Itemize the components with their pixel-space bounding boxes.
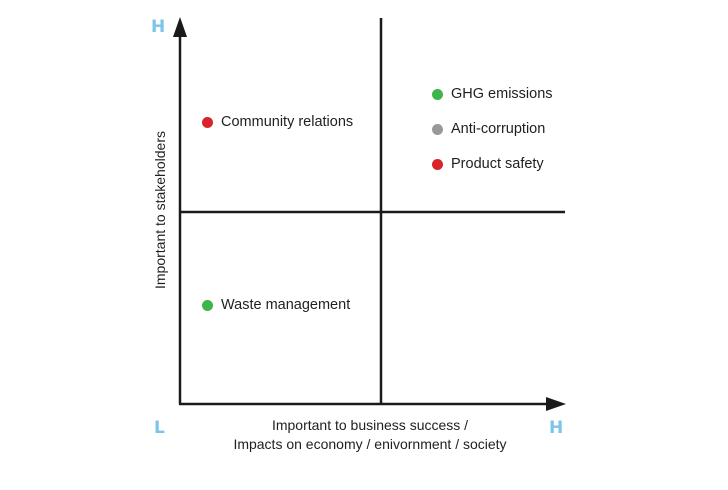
point-label: Anti-corruption: [451, 121, 546, 137]
point-label: Product safety: [451, 156, 544, 172]
x-axis-title-line2: Impacts on economy / enivornment / socie…: [233, 436, 507, 452]
point-waste-management: Waste management: [202, 298, 350, 313]
point-anti-corruption: Anti-corruption: [432, 122, 545, 137]
x-high-label: H: [549, 418, 564, 438]
green-dot-icon: [202, 299, 213, 311]
red-dot-icon: [432, 158, 443, 170]
point-product-safety: Product safety: [432, 157, 544, 172]
point-community-relations: Community relations: [202, 115, 353, 130]
x-axis-title-line1: Important to business success /: [271, 417, 469, 433]
point-ghg-emissions: GHG emissions: [432, 87, 553, 102]
y-axis-title: Important to stakeholders: [152, 131, 168, 289]
y-axis-arrow-icon: [173, 17, 187, 37]
x-low-label: L: [154, 418, 165, 438]
gray-dot-icon: [432, 123, 443, 135]
green-dot-icon: [432, 88, 443, 100]
point-label: Waste management: [221, 297, 351, 313]
point-label: Community relations: [221, 114, 354, 130]
x-axis-title: Important to business success / Impacts …: [200, 416, 540, 454]
x-axis-arrow-icon: [546, 397, 566, 411]
y-high-label: H: [151, 17, 166, 37]
red-dot-icon: [202, 116, 213, 128]
point-label: GHG emissions: [451, 86, 553, 102]
